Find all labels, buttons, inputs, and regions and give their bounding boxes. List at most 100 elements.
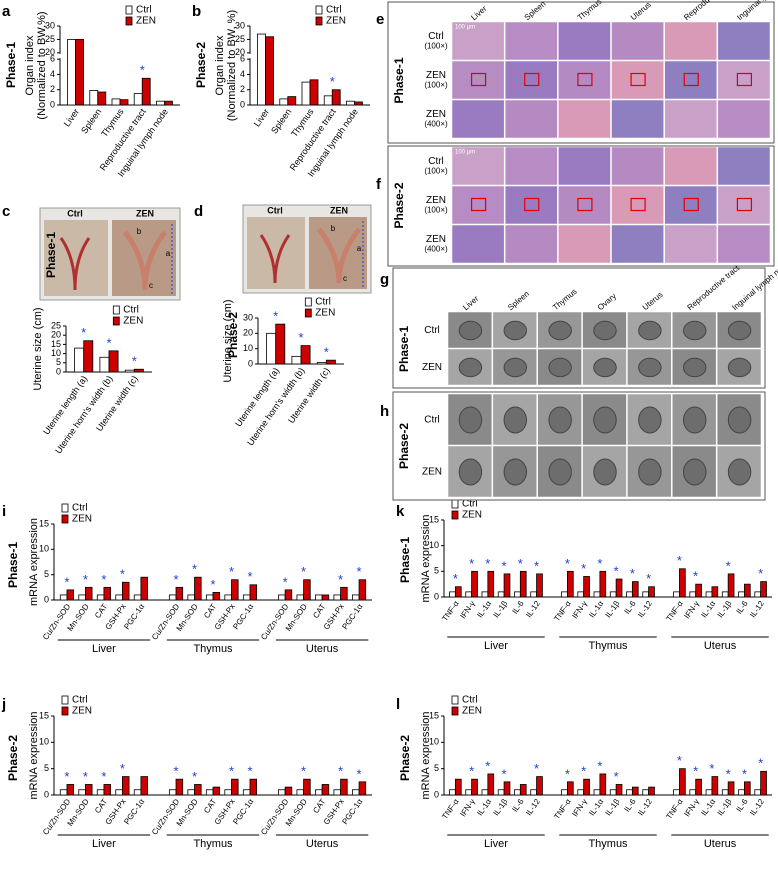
bar bbox=[300, 345, 311, 365]
x-tick-label: IFN-γ bbox=[458, 797, 477, 818]
bar bbox=[631, 786, 639, 796]
significance-mark: * bbox=[301, 764, 306, 779]
nucleus bbox=[548, 357, 572, 378]
y-tick-label: 0 bbox=[44, 594, 49, 604]
bar bbox=[642, 591, 649, 598]
row-label: (100×) bbox=[424, 42, 448, 51]
micrograph bbox=[451, 21, 505, 61]
bar bbox=[631, 581, 639, 598]
bar bbox=[301, 81, 311, 106]
bar bbox=[316, 362, 327, 365]
x-tick-label: IL-1α bbox=[587, 599, 605, 620]
y-axis-label: Uterine size (cm) bbox=[222, 299, 234, 382]
bar bbox=[287, 96, 297, 106]
x-tick-label: IL-1α bbox=[475, 797, 493, 818]
significance-mark: * bbox=[565, 556, 570, 571]
bar bbox=[514, 789, 521, 796]
x-tick-label: IL-12 bbox=[636, 797, 654, 818]
bar bbox=[78, 594, 86, 601]
significance-mark: * bbox=[630, 566, 635, 581]
nucleus bbox=[683, 458, 707, 486]
legend-swatch bbox=[112, 305, 120, 315]
x-tick-label: Cu/Zn-SOD bbox=[41, 602, 72, 642]
bar bbox=[711, 586, 719, 598]
micrograph bbox=[664, 21, 718, 61]
x-tick-label: IL-12 bbox=[748, 599, 766, 620]
bar bbox=[673, 789, 680, 796]
bar bbox=[358, 781, 367, 796]
nucleus bbox=[503, 406, 527, 434]
y-tick-label: 5 bbox=[44, 763, 49, 773]
x-tick-label: IL-1α bbox=[699, 599, 717, 620]
row-label: (400×) bbox=[424, 120, 448, 129]
legend-label: ZEN bbox=[462, 706, 482, 717]
x-tick-label: IL-1β bbox=[716, 797, 734, 818]
bar bbox=[122, 776, 130, 796]
bar bbox=[503, 573, 511, 598]
y-tick-label: 15 bbox=[51, 339, 61, 349]
y-tick-label: 4 bbox=[240, 69, 245, 79]
significance-mark: * bbox=[677, 753, 682, 768]
panel-letter: f bbox=[376, 176, 382, 193]
significance-mark: * bbox=[758, 566, 763, 581]
bar bbox=[231, 778, 239, 796]
panel-letter: g bbox=[380, 271, 389, 288]
bar bbox=[738, 789, 745, 796]
nucleus bbox=[503, 458, 527, 486]
panel-letter: c bbox=[2, 203, 10, 220]
micrograph bbox=[451, 60, 505, 100]
bar bbox=[754, 789, 762, 796]
x-tick-label: TNF-α bbox=[552, 797, 573, 821]
y-tick-label: 0 bbox=[434, 789, 439, 799]
significance-mark: * bbox=[565, 766, 570, 781]
bar bbox=[325, 359, 336, 365]
phase-label: Phase-1 bbox=[44, 232, 58, 278]
photo-label: ZEN bbox=[136, 208, 154, 218]
significance-mark: * bbox=[502, 766, 507, 781]
x-tick-label: Cu/Zn-SOD bbox=[150, 602, 181, 642]
bar bbox=[303, 579, 311, 601]
micrograph bbox=[504, 99, 558, 139]
significance-mark: * bbox=[101, 572, 106, 587]
panel-letter: d bbox=[194, 203, 203, 220]
bar bbox=[679, 568, 686, 598]
x-tick-label: Liver bbox=[62, 107, 81, 129]
bar bbox=[695, 583, 702, 598]
significance-mark: * bbox=[469, 556, 474, 571]
bar bbox=[471, 570, 478, 598]
x-tick-label: Uterine length (a) bbox=[233, 366, 281, 429]
micrograph bbox=[504, 185, 558, 225]
micrograph bbox=[717, 185, 771, 225]
significance-mark: * bbox=[301, 564, 306, 579]
micrograph bbox=[716, 311, 762, 349]
bar bbox=[705, 789, 713, 796]
legend-label: Ctrl bbox=[136, 5, 152, 16]
panel-letter: j bbox=[1, 696, 6, 713]
row-label: ZEN bbox=[426, 109, 446, 120]
bar bbox=[648, 586, 655, 598]
bar bbox=[321, 594, 330, 601]
significance-mark: * bbox=[581, 764, 586, 779]
significance-mark: * bbox=[646, 571, 651, 586]
x-tick-label: IFN-γ bbox=[682, 797, 701, 818]
bar bbox=[536, 573, 543, 598]
x-tick-label: Uterine length (a) bbox=[41, 374, 89, 437]
x-tick-label: IFN-γ bbox=[570, 599, 589, 620]
phase-label: Phase-2 bbox=[226, 312, 240, 358]
bar bbox=[156, 100, 165, 106]
significance-mark: * bbox=[173, 764, 178, 779]
micrograph bbox=[664, 99, 718, 139]
micrograph bbox=[611, 224, 664, 264]
bar bbox=[593, 591, 601, 598]
photo-mark: b bbox=[137, 227, 142, 236]
y-axis-label: mRNA expression bbox=[420, 711, 432, 799]
bar bbox=[449, 789, 456, 796]
bar bbox=[577, 789, 585, 796]
significance-mark: * bbox=[581, 561, 586, 576]
bar bbox=[358, 579, 367, 601]
legend-label: Ctrl bbox=[326, 5, 342, 16]
phase-label: Phase-2 bbox=[6, 735, 20, 781]
group-label: Thymus bbox=[588, 640, 628, 652]
y-tick-label: 20 bbox=[243, 328, 253, 338]
